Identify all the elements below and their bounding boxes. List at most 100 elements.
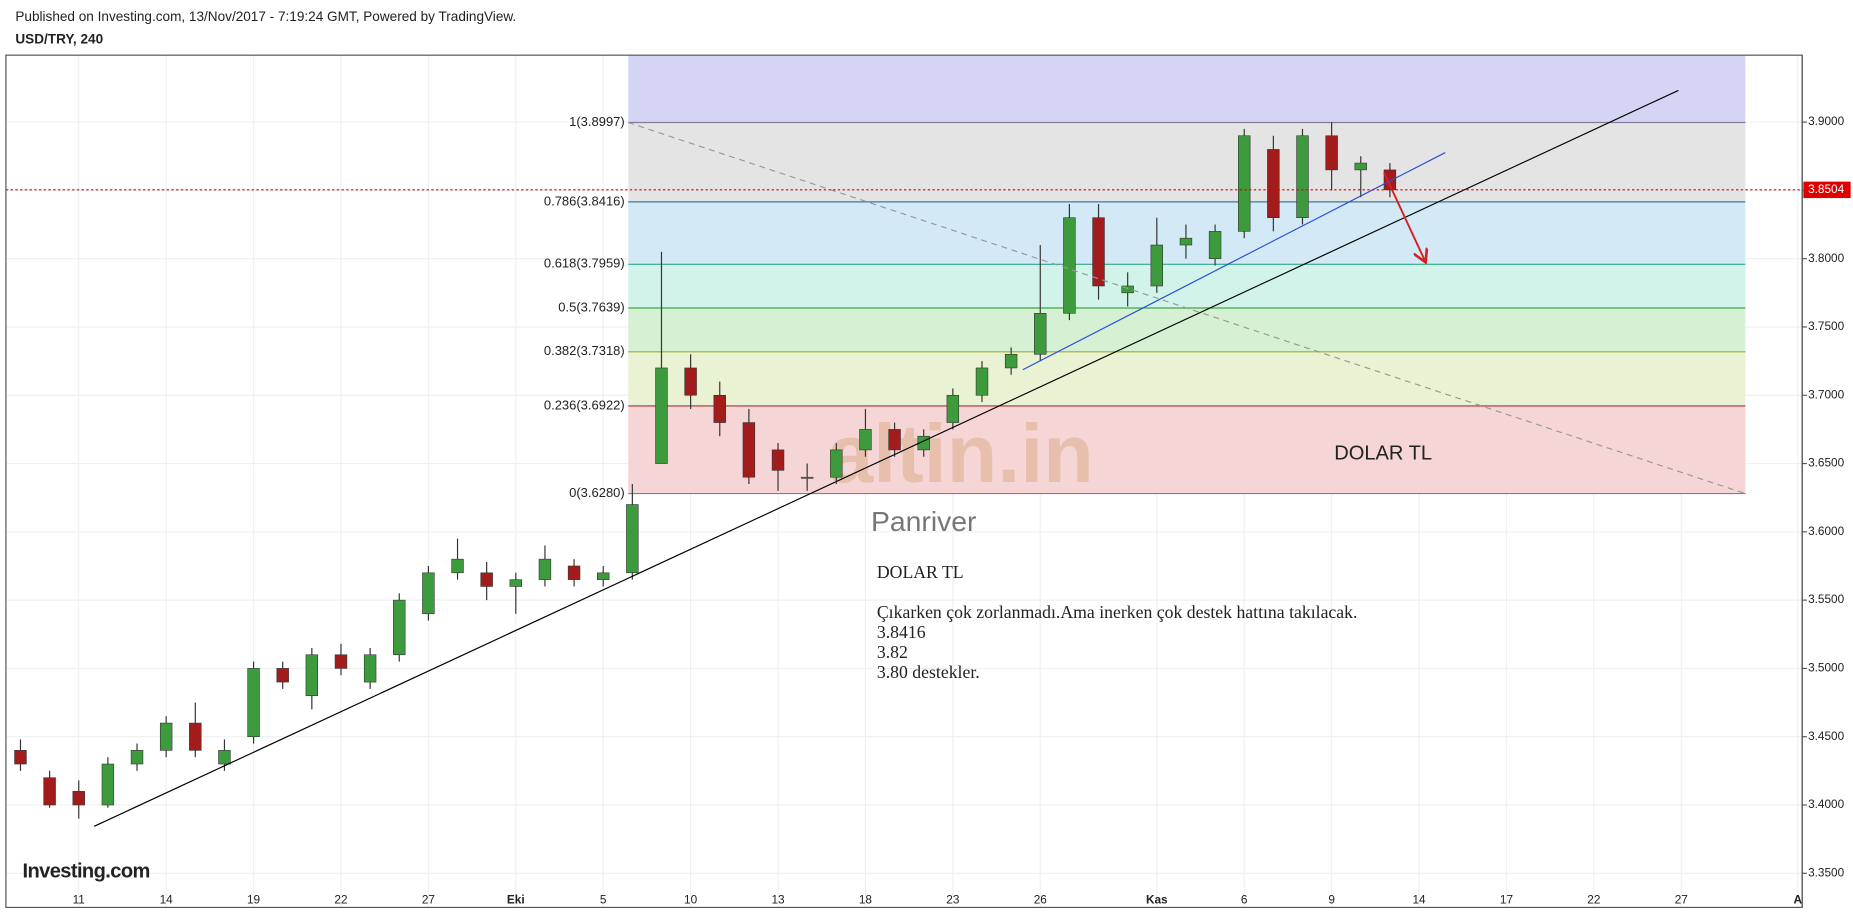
x-tick-label: 5	[600, 894, 607, 907]
watermark-author: Panriver	[871, 505, 977, 537]
candle-body	[830, 449, 843, 478]
y-tick-label: 3.7000	[1808, 388, 1845, 401]
candle-body	[363, 654, 377, 683]
last-price-label: 3.8504	[1808, 183, 1845, 196]
candle-body	[480, 572, 493, 587]
x-tick-label: A	[1794, 894, 1803, 907]
x-tick-label: 10	[684, 894, 698, 907]
candle-body	[742, 422, 756, 478]
y-tick-label: 3.4500	[1808, 730, 1845, 743]
candle-body	[538, 558, 552, 580]
candle-body	[305, 654, 319, 697]
fib-band	[628, 307, 1746, 352]
fib-label: 0.236(3.6922)	[544, 397, 625, 412]
candle-body	[1034, 313, 1047, 355]
candle-body	[917, 435, 930, 451]
y-tick-label: 3.9000	[1808, 115, 1845, 128]
fib-band	[628, 405, 1746, 494]
candle-body	[159, 722, 173, 751]
x-tick-label: 14	[160, 894, 174, 907]
x-tick-label: Kas	[1146, 894, 1168, 907]
annotation: DOLAR TL	[1334, 443, 1432, 465]
fib-band	[628, 122, 1746, 202]
fib-label: 0.786(3.8416)	[544, 193, 625, 208]
x-tick-label: 23	[946, 894, 960, 907]
fib-band	[628, 201, 1746, 265]
y-tick-label: 3.5500	[1808, 593, 1845, 606]
x-tick-label: 11	[73, 894, 85, 907]
candle-body	[975, 367, 989, 396]
y-tick-label: 3.5000	[1808, 662, 1845, 675]
candle-body	[1208, 231, 1222, 259]
candle-body	[800, 476, 814, 479]
candle-body	[859, 429, 872, 451]
candle-body	[247, 668, 260, 738]
candle-body	[43, 777, 56, 806]
candle-body	[655, 367, 668, 464]
arrow	[1383, 172, 1425, 261]
candle-body	[218, 750, 231, 765]
candle-body	[509, 579, 523, 587]
candle-body	[189, 722, 202, 751]
x-tick-label: 9	[1328, 894, 1335, 907]
candle-body	[567, 565, 581, 580]
x-tick-label: 19	[247, 894, 260, 907]
candle-body	[1238, 135, 1251, 232]
note-line: Çıkarken çok zorlanmadı.Ama inerken çok …	[877, 602, 1358, 622]
x-tick-label: 22	[1587, 894, 1600, 907]
candle-body	[888, 429, 901, 451]
y-tick-label: 3.6000	[1808, 525, 1845, 538]
y-tick-label: 3.7500	[1808, 320, 1845, 333]
candle-body	[1121, 285, 1134, 294]
logo: Investing.com	[22, 861, 149, 883]
x-tick-label: 22	[334, 894, 347, 907]
x-tick-label: 26	[1034, 894, 1048, 907]
watermark: altin.in	[827, 408, 1094, 500]
candle-body	[393, 599, 406, 656]
candle-body	[1150, 244, 1164, 287]
fib-band	[628, 264, 1746, 308]
symbol-title: USD/TRY, 240	[15, 32, 103, 47]
fib-label: 0.5(3.7639)	[558, 299, 624, 314]
last-price-box	[1803, 181, 1851, 199]
fib-band	[628, 55, 1746, 123]
candle-body	[451, 558, 464, 574]
candle-body	[1354, 162, 1367, 171]
candle-body	[771, 449, 785, 471]
note-line: 3.82	[877, 642, 908, 662]
x-tick-label: 14	[1412, 894, 1426, 907]
candle-body	[1092, 217, 1105, 287]
x-tick-label: Eki	[507, 894, 525, 907]
candle-body	[276, 668, 289, 683]
candle-body	[946, 394, 960, 423]
y-tick-label: 3.3500	[1808, 866, 1845, 879]
candle-body	[597, 572, 610, 580]
candle-body	[1063, 217, 1076, 314]
y-tick-label: 3.4000	[1808, 798, 1845, 811]
candle-body	[130, 750, 144, 765]
fib-label: 0(3.6280)	[569, 485, 625, 500]
x-tick-label: 18	[859, 894, 873, 907]
candle-body	[1179, 237, 1193, 246]
fib-label: 1(3.8997)	[569, 114, 625, 129]
trend-line	[628, 121, 1746, 495]
y-tick-label: 3.6500	[1808, 457, 1845, 470]
candle-body	[422, 572, 435, 615]
x-tick-label: 17	[1500, 894, 1513, 907]
x-tick-label: 13	[771, 894, 785, 907]
candle-body	[684, 367, 697, 396]
candle-body	[626, 504, 639, 574]
candle-body	[14, 750, 27, 765]
note-line: 3.80 destekler.	[877, 662, 980, 682]
candle-body	[72, 791, 85, 806]
note-line: DOLAR TL	[877, 562, 964, 582]
x-tick-label: 27	[1675, 894, 1688, 907]
candle-body	[1267, 149, 1280, 218]
published-info: Published on Investing.com, 13/Nov/2017 …	[15, 9, 516, 24]
candle-body	[1004, 353, 1018, 369]
note-line: 3.8416	[877, 622, 926, 642]
fib-label: 0.618(3.7959)	[544, 256, 625, 271]
trend-line	[93, 89, 1679, 827]
fib-band	[628, 351, 1746, 406]
